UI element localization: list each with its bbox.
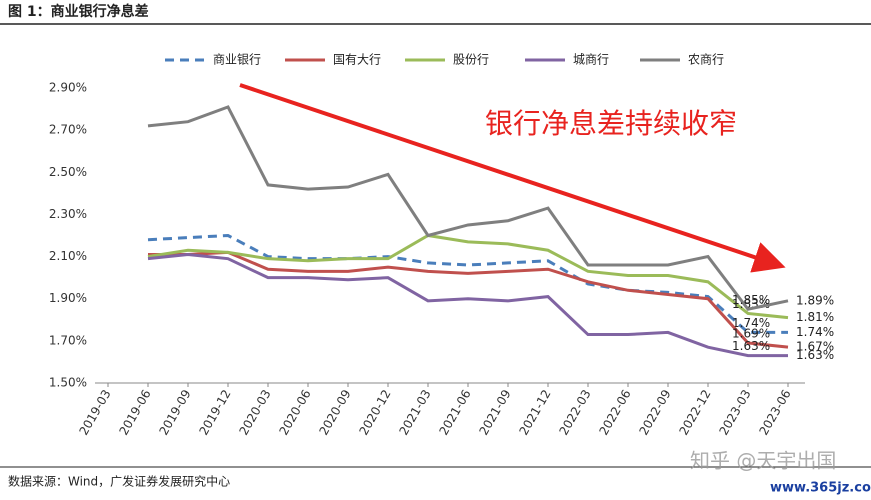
x-tick-label: 2020-09 <box>316 387 353 437</box>
x-tick-label: 2020-12 <box>356 387 393 437</box>
data-label: 1.89% <box>796 293 834 307</box>
data-label: 1.69% <box>732 326 770 340</box>
legend-label: 股份行 <box>453 53 489 67</box>
source: 数据来源：Wind，广发证券发展研究中心 <box>8 474 230 489</box>
x-tick-label: 2022-09 <box>636 387 673 437</box>
site-mark: www.365jz.com <box>770 481 871 496</box>
x-tick-label: 2020-06 <box>276 387 313 437</box>
x-tick-label: 2021-03 <box>396 387 433 437</box>
data-label: 1.63% <box>796 348 834 362</box>
x-tick-label: 2020-03 <box>236 387 273 437</box>
x-tick-label: 2021-12 <box>516 387 553 437</box>
x-tick-label: 2019-12 <box>196 387 233 437</box>
data-label: 1.85% <box>732 293 770 307</box>
x-tick-label: 2019-09 <box>156 387 193 437</box>
x-tick-label: 2022-03 <box>556 387 593 437</box>
x-tick-label: 2019-06 <box>116 387 153 437</box>
y-tick-label: 2.50% <box>49 165 87 179</box>
series-line <box>147 233 788 334</box>
x-tick-label: 2019-03 <box>76 387 113 437</box>
data-label: 1.67% <box>796 340 834 354</box>
legend-label: 农商行 <box>688 52 724 67</box>
legend-label: 国有大行 <box>333 53 381 67</box>
legend-label: 商业银行 <box>213 52 261 67</box>
trend-arrow <box>239 83 786 273</box>
series-line <box>147 252 788 358</box>
x-tick-label: 2021-09 <box>476 387 513 437</box>
y-tick-label: 2.70% <box>49 123 87 137</box>
y-tick-label: 2.30% <box>49 207 87 221</box>
x-tick-label: 2021-06 <box>436 387 473 437</box>
series-line <box>147 233 789 320</box>
x-tick-label: 2022-12 <box>676 387 713 437</box>
series-line <box>147 105 789 311</box>
series-line <box>148 250 789 349</box>
y-tick-label: 1.90% <box>49 291 87 305</box>
legend-label: 城商行 <box>573 52 609 67</box>
y-tick-label: 2.10% <box>49 249 87 263</box>
data-label: 1.81% <box>796 310 834 324</box>
y-tick-label: 1.70% <box>49 333 87 347</box>
x-tick-label: 2022-06 <box>596 387 633 437</box>
data-label: 1.74% <box>732 316 770 330</box>
watermark: 知乎 @天宇出国 <box>690 449 836 473</box>
annotation: 银行净息差持续收窄 <box>485 107 737 140</box>
chart-title: 图 1：商业银行净息差 <box>8 3 149 20</box>
data-label: 1.74% <box>796 325 834 339</box>
y-tick-label: 2.90% <box>49 81 87 95</box>
x-tick-label: 2023-06 <box>756 387 793 437</box>
data-label: 1.63% <box>732 339 770 353</box>
y-tick-label: 1.50% <box>49 376 87 390</box>
x-tick-label: 2023-03 <box>716 387 753 437</box>
